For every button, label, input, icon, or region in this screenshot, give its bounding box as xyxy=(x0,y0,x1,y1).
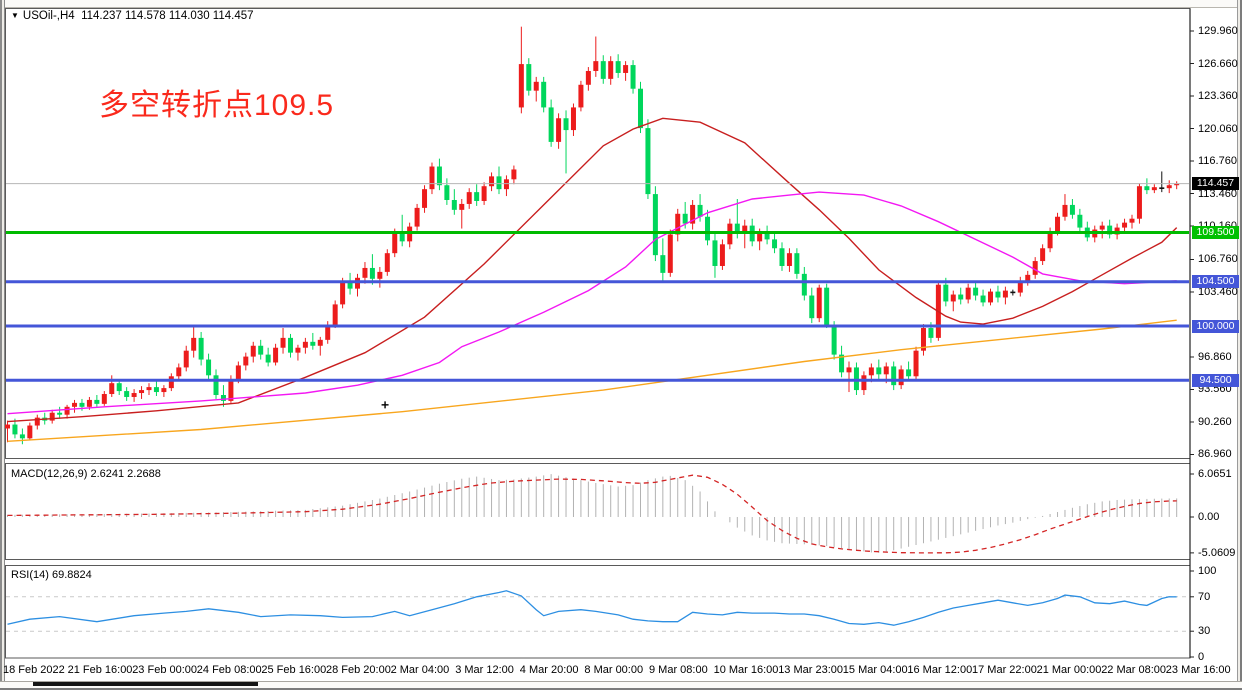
chart-annotation-text: 多空转折点109.5 xyxy=(99,89,335,122)
date-tick-label: 23 Feb 00:00 xyxy=(132,664,198,676)
date-tick-label: 16 Mar 12:00 xyxy=(907,664,973,676)
price-tick-label: 126.660 xyxy=(1198,57,1238,70)
level-price-badge: 94.500 xyxy=(1192,373,1239,387)
ma-slow-line xyxy=(7,319,1177,442)
macd-signal-line xyxy=(7,474,1177,554)
current-price-badge: 114.457 xyxy=(1192,177,1239,191)
window-top-edge xyxy=(0,0,1242,8)
window-left-edge xyxy=(0,0,5,690)
date-tick-label: 10 Mar 16:00 xyxy=(713,664,779,676)
macd-tick-label: 6.0651 xyxy=(1198,467,1232,480)
rsi-tick-label: 100 xyxy=(1198,565,1217,577)
macd-tick-label: -5.0609 xyxy=(1198,546,1236,559)
macd-tick-label: 0.00 xyxy=(1198,511,1220,523)
date-tick-label: 23 Mar 16:00 xyxy=(1165,664,1231,676)
price-tick-label: 103.460 xyxy=(1198,285,1238,298)
symbol-ohlc-text: USOil-,H4 114.237 114.578 114.030 114.45… xyxy=(22,10,254,22)
level-price-badge: 100.000 xyxy=(1192,319,1239,333)
ma-mid-line xyxy=(7,191,1177,415)
rsi-tick-label: 0 xyxy=(1198,651,1205,663)
date-tick-label: 13 Mar 23:00 xyxy=(778,664,844,676)
date-tick-label: 9 Mar 08:00 xyxy=(649,664,708,676)
date-tick-label: 17 Mar 22:00 xyxy=(972,664,1037,676)
price-tick-label: 86.960 xyxy=(1198,448,1232,461)
macd-panel xyxy=(7,474,1178,554)
date-tick-label: 21 Feb 16:00 xyxy=(67,664,133,676)
h-scrollbar-track[interactable] xyxy=(0,681,1242,690)
price-tick-label: 113.460 xyxy=(1198,187,1237,200)
rsi-line xyxy=(7,590,1177,626)
date-tick-label: 24 Feb 08:00 xyxy=(196,664,262,676)
price-tick-label: 116.760 xyxy=(1198,155,1237,167)
date-tick-label: 28 Feb 20:00 xyxy=(326,664,391,676)
price-tick-label: 96.860 xyxy=(1198,350,1232,363)
window-right-edge xyxy=(1237,0,1242,690)
moving-average-lines xyxy=(7,117,1178,442)
date-tick-label: 25 Feb 16:00 xyxy=(261,664,327,676)
level-price-badge: 109.500 xyxy=(1192,226,1239,239)
rsi-indicator-label: RSI(14) 69.8824 xyxy=(11,569,92,581)
level-price-badge: 104.500 xyxy=(1192,275,1239,289)
horizontal-level-lines[interactable] xyxy=(6,183,1189,382)
chart-object-markers[interactable] xyxy=(381,401,389,409)
price-tick-label: 120.060 xyxy=(1198,122,1238,135)
date-tick-label: 8 Mar 00:00 xyxy=(584,664,644,676)
date-tick-label: 15 Mar 04:00 xyxy=(842,664,908,676)
rsi-tick-label: 70 xyxy=(1198,590,1211,603)
price-tick-label: 123.360 xyxy=(1198,90,1238,102)
date-tick-label: 21 Mar 00:00 xyxy=(1036,664,1102,676)
rsi-tick-label: 30 xyxy=(1198,625,1211,638)
date-tick-label: 2 Mar 04:00 xyxy=(390,664,450,676)
date-tick-label: 22 Mar 08:00 xyxy=(1101,664,1167,676)
date-tick-label: 4 Mar 20:00 xyxy=(519,664,579,676)
chart-header: ▼ USOil-,H4 114.237 114.578 114.030 114.4… xyxy=(11,10,254,22)
h-scrollbar-thumb[interactable] xyxy=(33,682,258,686)
rsi-panel xyxy=(6,590,1189,632)
price-tick-label: 129.960 xyxy=(1198,25,1238,37)
price-tick-label: 90.260 xyxy=(1198,415,1232,428)
date-tick-label: 18 Feb 2022 xyxy=(3,664,65,676)
axis-ticks xyxy=(1189,8,1194,658)
chevron-down-icon[interactable]: ▼ xyxy=(11,11,19,20)
macd-indicator-label: MACD(12,26,9) 2.6241 2.2688 xyxy=(11,468,161,480)
price-tick-label: 106.760 xyxy=(1198,253,1238,266)
date-tick-label: 3 Mar 12:00 xyxy=(455,664,514,676)
ma-fast-line xyxy=(7,117,1178,423)
